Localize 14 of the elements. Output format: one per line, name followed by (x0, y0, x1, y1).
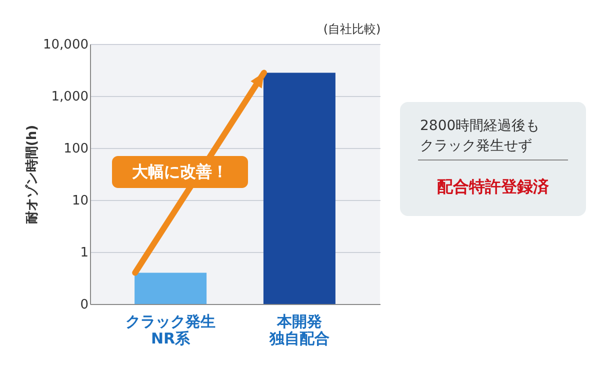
y-axis-title: 耐オゾン時間(h) (24, 124, 40, 224)
text: 2800時間経過後も (420, 118, 540, 134)
text: (自社比較) (323, 22, 381, 36)
y-tick-label: 10,000 (43, 38, 88, 52)
x-tick-label: 本開発独自配合 (268, 312, 330, 348)
annotation: 大幅に改善！ (132, 162, 228, 181)
y-tick-label: 100 (64, 142, 88, 156)
y-tick-label: 10 (72, 194, 88, 208)
x-tick-label: クラック発生NR系 (126, 312, 216, 348)
text: 配合特許登録済 (437, 177, 550, 196)
y-tick-label: 1 (80, 246, 88, 260)
y-tick-label: 1,000 (51, 90, 88, 104)
y-tick-label: 0 (80, 298, 88, 312)
text: クラック発生せず (420, 138, 532, 154)
